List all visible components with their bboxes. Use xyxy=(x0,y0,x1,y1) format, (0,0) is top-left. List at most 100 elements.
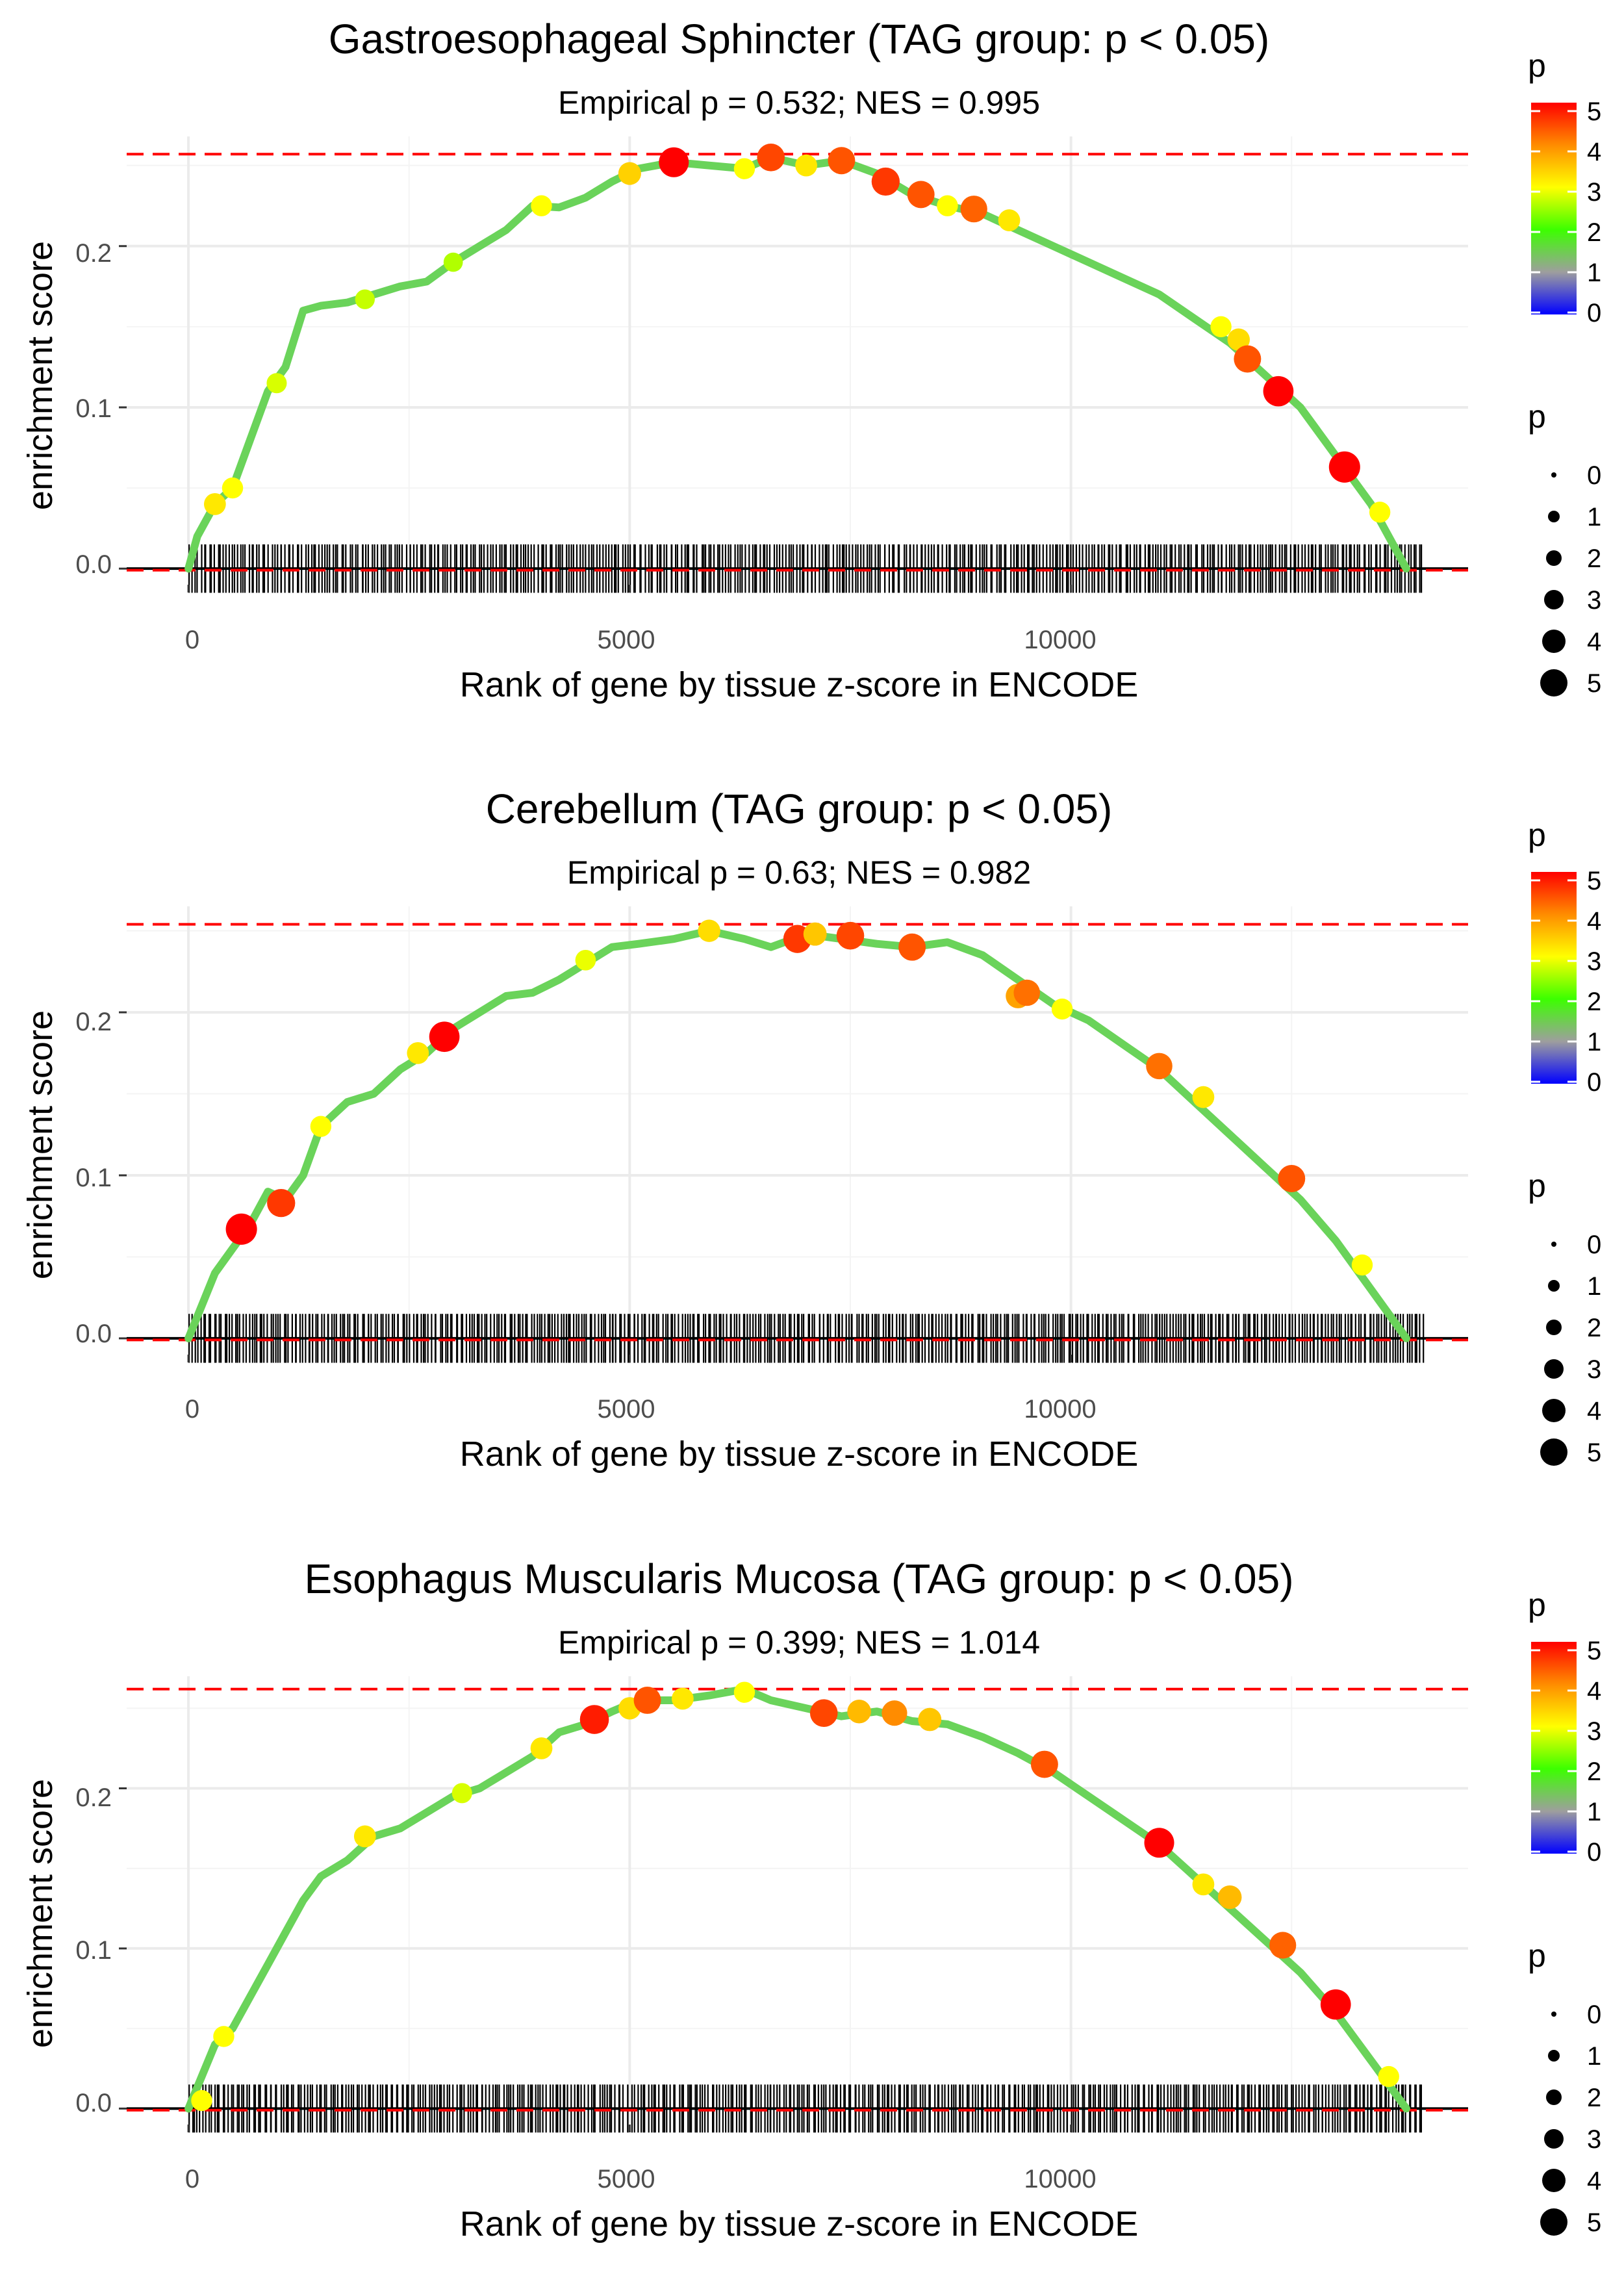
size-key-label: 4 xyxy=(1587,2167,1601,2195)
size-key-dot xyxy=(1542,2169,1566,2192)
y-tick-label: 0.0 xyxy=(75,550,112,579)
color-bar-label: 5 xyxy=(1587,867,1601,895)
enrichment-point xyxy=(998,209,1021,231)
enrichment-point xyxy=(310,1116,332,1137)
enrichment-point xyxy=(1144,1828,1174,1858)
grid xyxy=(127,1676,1468,2125)
size-key-dot xyxy=(1542,630,1566,653)
size-key-dot xyxy=(1540,669,1567,696)
x-tick-label: 10000 xyxy=(1024,2165,1096,2193)
size-key-label: 3 xyxy=(1587,1355,1601,1384)
enrichment-point xyxy=(1030,1750,1058,1778)
color-bar-label: 0 xyxy=(1587,1838,1601,1867)
x-axis-title: Rank of gene by tissue z-score in ENCODE xyxy=(460,2204,1138,2243)
legend-size: p 0 1 2 3 4 5 xyxy=(1528,1168,1601,1467)
x-tick-label: 10000 xyxy=(1024,626,1096,654)
enrichment-point xyxy=(429,1021,460,1053)
size-key-dot xyxy=(1540,1438,1567,1466)
running-enrichment-curve xyxy=(184,926,1410,1342)
size-key-label: 4 xyxy=(1587,628,1601,656)
y-axis-ticks xyxy=(119,1011,127,1340)
panel-1: Gastroesophageal Sphincter (TAG group: p… xyxy=(21,16,1601,704)
enrichment-point xyxy=(672,1687,694,1710)
y-tick-label: 0.1 xyxy=(75,1936,112,1965)
y-axis-title: enrichment score xyxy=(21,241,60,510)
enrichment-point xyxy=(847,1699,871,1724)
enrichment-point xyxy=(1234,345,1262,373)
x-axis-ticks xyxy=(187,2125,1072,2132)
enrichment-point xyxy=(225,1213,257,1245)
legend-size-title: p xyxy=(1528,1168,1546,1204)
grid xyxy=(127,136,1468,585)
x-axis-title: Rank of gene by tissue z-score in ENCODE xyxy=(460,665,1138,704)
size-key-dot xyxy=(1540,2208,1567,2236)
legend-color-title: p xyxy=(1528,1587,1546,1623)
enrichment-point xyxy=(960,196,987,223)
enrichment-point xyxy=(618,162,641,185)
y-axis-ticks xyxy=(119,245,127,570)
enrichment-point xyxy=(898,933,926,961)
y-axis-title: enrichment score xyxy=(21,1010,60,1279)
enrichment-point xyxy=(213,2026,235,2047)
enrichment-point xyxy=(579,1705,609,1734)
legend-color-title: p xyxy=(1528,817,1546,853)
color-bar-label: 3 xyxy=(1587,947,1601,976)
size-key-dot xyxy=(1546,1320,1562,1335)
y-tick-label: 0.2 xyxy=(75,1008,112,1036)
y-axis-title: enrichment score xyxy=(21,1779,60,2048)
size-key-dot xyxy=(1544,590,1564,609)
enrichment-point xyxy=(266,373,287,394)
color-bar-label: 0 xyxy=(1587,299,1601,327)
legend-color: p 5 4 3 2 1 0 xyxy=(1528,1587,1601,1867)
x-tick-label: 0 xyxy=(185,626,199,654)
enrichment-points xyxy=(203,143,1391,523)
y-tick-label: 0.0 xyxy=(75,2089,112,2117)
enrichment-point xyxy=(809,1699,838,1727)
enrichment-points xyxy=(225,919,1373,1276)
enrichment-point xyxy=(757,143,785,172)
color-bar-label: 4 xyxy=(1587,907,1601,936)
enrichment-point xyxy=(530,1737,553,1759)
enrichment-point xyxy=(733,158,755,179)
enrichment-point xyxy=(451,1783,472,1804)
enrichment-points xyxy=(191,1681,1399,2112)
color-bar xyxy=(1531,103,1577,314)
enrichment-point xyxy=(203,493,226,515)
color-bar-label: 4 xyxy=(1587,138,1601,166)
panel-subtitle: Empirical p = 0.63; NES = 0.982 xyxy=(567,854,1031,891)
enrichment-point xyxy=(407,1041,429,1064)
enrichment-point xyxy=(918,1707,942,1731)
y-tick-label: 0.0 xyxy=(75,1320,112,1348)
enrichment-point xyxy=(1210,316,1232,338)
running-enrichment-curve xyxy=(184,153,1410,573)
enrichment-point xyxy=(803,922,827,946)
enrichment-point xyxy=(443,252,463,272)
color-bar-label: 3 xyxy=(1587,178,1601,207)
x-axis-ticks xyxy=(187,585,1072,593)
size-key-label: 5 xyxy=(1587,2208,1601,2237)
size-key-label: 3 xyxy=(1587,2125,1601,2154)
enrichment-point xyxy=(1328,451,1360,483)
size-key-dot xyxy=(1548,2050,1560,2062)
size-key-dot xyxy=(1551,472,1556,478)
y-tick-label: 0.1 xyxy=(75,394,112,423)
size-key-label: 2 xyxy=(1587,1314,1601,1342)
size-key-label: 1 xyxy=(1587,2042,1601,2071)
legend-size: p 0 1 2 3 4 5 xyxy=(1528,1937,1601,2237)
size-key-label: 1 xyxy=(1587,1272,1601,1301)
panel-2: Cerebellum (TAG group: p < 0.05) Empiric… xyxy=(21,786,1601,1474)
size-key-label: 5 xyxy=(1587,1438,1601,1467)
enrichment-point xyxy=(575,949,596,971)
x-axis-title: Rank of gene by tissue z-score in ENCODE xyxy=(460,1435,1138,1474)
color-bar-label: 3 xyxy=(1587,1717,1601,1746)
color-bar-label: 1 xyxy=(1587,1028,1601,1056)
color-bar xyxy=(1531,1642,1577,1854)
color-bar-label: 2 xyxy=(1587,218,1601,247)
enrichment-point xyxy=(1278,1165,1306,1192)
enrichment-point xyxy=(733,1681,755,1703)
enrichment-point xyxy=(1192,1086,1215,1108)
enrichment-point xyxy=(871,167,900,196)
size-key-dot xyxy=(1548,511,1560,522)
size-key-label: 0 xyxy=(1587,1231,1601,1259)
x-tick-label: 0 xyxy=(185,2165,199,2193)
